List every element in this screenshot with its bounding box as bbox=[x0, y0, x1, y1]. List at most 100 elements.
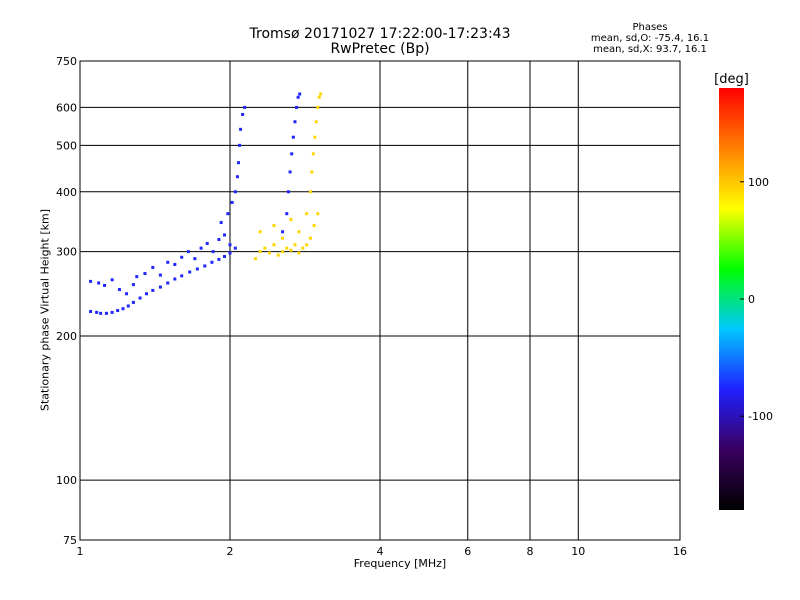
phases-heading: Phases bbox=[632, 22, 668, 33]
data-point-o bbox=[110, 310, 114, 314]
y-tick-label: 600 bbox=[56, 101, 77, 114]
x-tick-label: 4 bbox=[377, 545, 384, 558]
data-point-o bbox=[241, 112, 245, 116]
y-tick-label: 100 bbox=[56, 474, 77, 487]
y-tick-label: 300 bbox=[56, 246, 77, 259]
chart-subtitle: RwPretec (Bp) bbox=[330, 41, 430, 57]
grid bbox=[80, 61, 680, 540]
data-point-o bbox=[135, 275, 139, 279]
plot-frame bbox=[79, 60, 681, 541]
colorbar-tick-label: 100 bbox=[748, 176, 769, 189]
data-point-o bbox=[103, 283, 107, 287]
data-point-o bbox=[173, 277, 177, 281]
data-point-o bbox=[95, 310, 99, 314]
data-point-o bbox=[117, 288, 121, 292]
data-point-o bbox=[99, 311, 103, 315]
data-point-o bbox=[286, 190, 290, 194]
data-point-o bbox=[296, 95, 300, 99]
data-point-o bbox=[205, 241, 209, 245]
data-point-x bbox=[305, 243, 309, 247]
data-point-o bbox=[110, 278, 114, 282]
data-point-o bbox=[228, 251, 232, 255]
data-point-o bbox=[131, 283, 135, 287]
data-point-o bbox=[226, 212, 230, 216]
data-point-x bbox=[272, 243, 276, 247]
data-point-x bbox=[312, 224, 316, 228]
data-point-x bbox=[281, 236, 285, 240]
data-point-o bbox=[219, 221, 223, 225]
x-tick-label: 10 bbox=[571, 545, 585, 558]
data-point-x bbox=[285, 246, 289, 250]
data-point-o bbox=[285, 212, 289, 216]
data-point-o bbox=[217, 257, 221, 261]
data-point-o bbox=[211, 250, 215, 254]
data-points bbox=[89, 92, 323, 315]
phases-mean-o: mean, sd,O: -75.4, 16.1 bbox=[590, 33, 710, 44]
data-point-o bbox=[131, 300, 135, 304]
data-point-x bbox=[301, 246, 305, 250]
y-tick-label: 400 bbox=[56, 186, 77, 199]
data-point-o bbox=[281, 230, 285, 234]
data-point-x bbox=[276, 253, 280, 257]
colorbar-gradient bbox=[719, 88, 744, 510]
data-point-o bbox=[151, 288, 155, 292]
data-point-o bbox=[180, 274, 184, 278]
data-point-o bbox=[293, 120, 297, 124]
data-point-x bbox=[289, 248, 293, 252]
y-tick-label: 500 bbox=[56, 139, 77, 152]
data-point-o bbox=[126, 304, 130, 308]
colorbar-label: [deg] bbox=[714, 72, 749, 87]
data-point-o bbox=[173, 262, 177, 266]
data-point-x bbox=[308, 236, 312, 240]
data-point-o bbox=[243, 105, 247, 109]
x-tick-label: 2 bbox=[227, 545, 234, 558]
data-point-x bbox=[272, 224, 276, 228]
x-tick-label: 1 bbox=[77, 545, 84, 558]
data-point-o bbox=[116, 309, 120, 313]
data-point-o bbox=[158, 285, 162, 289]
data-point-o bbox=[230, 200, 234, 204]
data-point-o bbox=[151, 265, 155, 269]
x-tick-label: 8 bbox=[527, 545, 534, 558]
colorbar-tick-label: -100 bbox=[748, 410, 773, 423]
data-point-o bbox=[145, 292, 149, 296]
data-point-x bbox=[311, 152, 315, 156]
data-point-o bbox=[203, 264, 207, 268]
data-point-o bbox=[143, 272, 147, 276]
data-point-x bbox=[316, 212, 320, 216]
data-point-o bbox=[180, 255, 184, 259]
data-point-x bbox=[305, 212, 309, 216]
data-point-o bbox=[298, 92, 302, 96]
data-point-o bbox=[89, 309, 93, 313]
data-point-o bbox=[290, 152, 294, 156]
data-point-o bbox=[295, 105, 299, 109]
y-tick-label: 750 bbox=[56, 55, 77, 68]
colorbar-tick-label: 0 bbox=[748, 293, 755, 306]
data-point-o bbox=[138, 296, 142, 300]
data-point-x bbox=[267, 251, 271, 255]
colorbar: -100 0 100 [deg] bbox=[714, 72, 773, 510]
y-tick-label: 75 bbox=[63, 534, 77, 547]
data-point-o bbox=[228, 243, 232, 247]
data-point-o bbox=[223, 255, 227, 259]
data-point-o bbox=[186, 250, 190, 254]
data-point-o bbox=[238, 143, 242, 147]
data-point-x bbox=[258, 250, 262, 254]
data-point-o bbox=[235, 175, 239, 179]
data-point-o bbox=[166, 281, 170, 285]
data-point-x bbox=[263, 246, 267, 250]
data-point-o bbox=[104, 311, 108, 315]
data-point-o bbox=[158, 273, 162, 277]
data-point-o bbox=[217, 237, 221, 241]
data-point-x bbox=[313, 135, 317, 139]
data-point-x bbox=[289, 218, 293, 222]
data-point-x bbox=[258, 230, 262, 234]
x-tick-label: 16 bbox=[673, 545, 687, 558]
phases-mean-x: mean, sd,X: 93.7, 16.1 bbox=[593, 44, 707, 55]
data-point-o bbox=[188, 270, 192, 274]
data-point-o bbox=[239, 127, 243, 131]
data-point-x bbox=[297, 251, 301, 255]
data-point-o bbox=[121, 307, 125, 311]
data-point-x bbox=[317, 95, 321, 99]
data-point-o bbox=[193, 257, 197, 261]
